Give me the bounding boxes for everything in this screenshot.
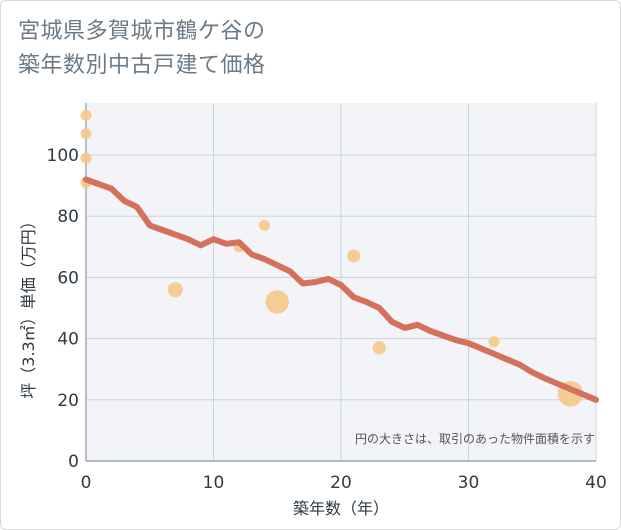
y-axis-label: 坪（3.3㎡）単価（万円） (19, 213, 38, 398)
y-tick-label: 60 (57, 268, 79, 288)
trend-line (83, 176, 599, 403)
x-tick-label: 20 (330, 473, 352, 493)
y-tick-label: 20 (57, 391, 79, 411)
y-tick-label: 0 (68, 452, 79, 472)
y-tick-label: 40 (57, 330, 79, 350)
chart-title: 宮城県多賀城市鶴ケ谷の 築年数別中古戸建て価格 (18, 15, 266, 83)
x-tick-label: 0 (81, 473, 92, 493)
bubble-point-6 (259, 219, 270, 231)
bubble-point-2 (80, 152, 92, 164)
bubble-point-0 (80, 109, 92, 121)
y-tick-label: 100 (47, 146, 79, 166)
bubble-point-9 (372, 341, 386, 355)
chart-title-line-1: 宮城県多賀城市鶴ケ谷の (18, 19, 266, 44)
bubble-point-4 (167, 282, 183, 298)
grid-lines (85, 103, 597, 462)
chart-title-line-2: 築年数別中古戸建て価格 (18, 53, 266, 78)
x-tick-label: 40 (585, 473, 607, 493)
y-tick-label: 80 (57, 207, 79, 227)
bubble-point-7 (265, 290, 289, 314)
bubble-point-10 (488, 336, 500, 348)
y-axis-ticks: 0 20 40 60 80 100 (47, 146, 79, 472)
x-tick-label: 10 (203, 473, 225, 493)
bubble-point-1 (80, 128, 92, 140)
x-axis-ticks: 0 10 20 30 40 (81, 473, 607, 493)
x-axis-label: 築年数（年） (293, 499, 389, 518)
bubble-point-8 (347, 249, 361, 263)
x-tick-label: 30 (458, 473, 480, 493)
size-note: 円の大きさは、取引のあった物件面積を示す (355, 431, 595, 446)
